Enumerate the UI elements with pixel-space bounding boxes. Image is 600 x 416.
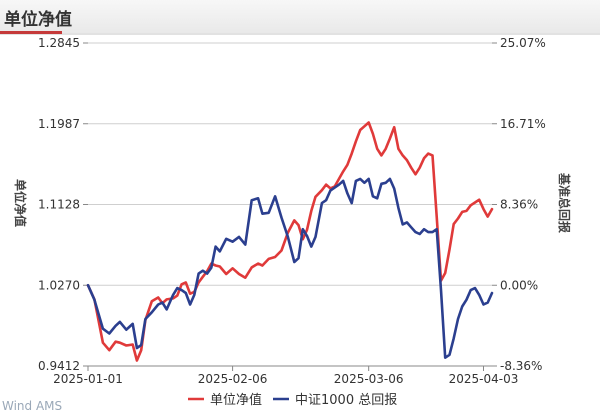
legend: 单位净值 中证1000 总回报 (188, 392, 397, 408)
right-axis-label: 基准总回报 (557, 172, 572, 233)
x-tick-label: 2025-03-06 (334, 372, 404, 386)
x-axis-ticks: 2025-01-01 2025-02-06 2025-03-06 2025-04-03 (53, 366, 518, 386)
right-tick-label: 16.71% (500, 117, 546, 131)
grid-lines (83, 42, 497, 367)
right-axis-ticks: 25.07% 16.71% 8.36% 0.00% -8.36% (500, 36, 546, 373)
left-tick-label: 1.1987 (38, 117, 80, 131)
legend-label-nav: 单位净值 (210, 392, 262, 408)
left-axis-label: 单位净值 (13, 179, 28, 227)
left-tick-label: 0.9412 (38, 359, 80, 373)
chart-title: 单位净值 (4, 10, 72, 30)
left-tick-label: 1.0270 (38, 278, 80, 292)
right-tick-label: -8.36% (500, 359, 542, 373)
x-tick-label: 2025-02-06 (198, 372, 268, 386)
x-tick-label: 2025-01-01 (53, 372, 123, 386)
left-tick-label: 1.2845 (38, 36, 80, 50)
right-tick-label: 8.36% (500, 198, 538, 212)
chart-header: 单位净值 (0, 0, 600, 35)
series-lines (86, 121, 494, 362)
right-tick-label: 25.07% (500, 36, 546, 50)
legend-label-benchmark: 中证1000 总回报 (295, 393, 397, 408)
x-tick-label: 2025-04-03 (449, 372, 519, 386)
left-tick-label: 1.1128 (38, 198, 80, 212)
series-line-benchmark (86, 177, 494, 360)
series-line-nav (86, 121, 494, 362)
watermark: Wind AMS (2, 399, 62, 413)
right-tick-label: 0.00% (500, 278, 538, 292)
title-accent-bar (0, 31, 62, 34)
left-axis-ticks: 1.2845 1.1987 1.1128 1.0270 0.9412 (38, 36, 80, 373)
